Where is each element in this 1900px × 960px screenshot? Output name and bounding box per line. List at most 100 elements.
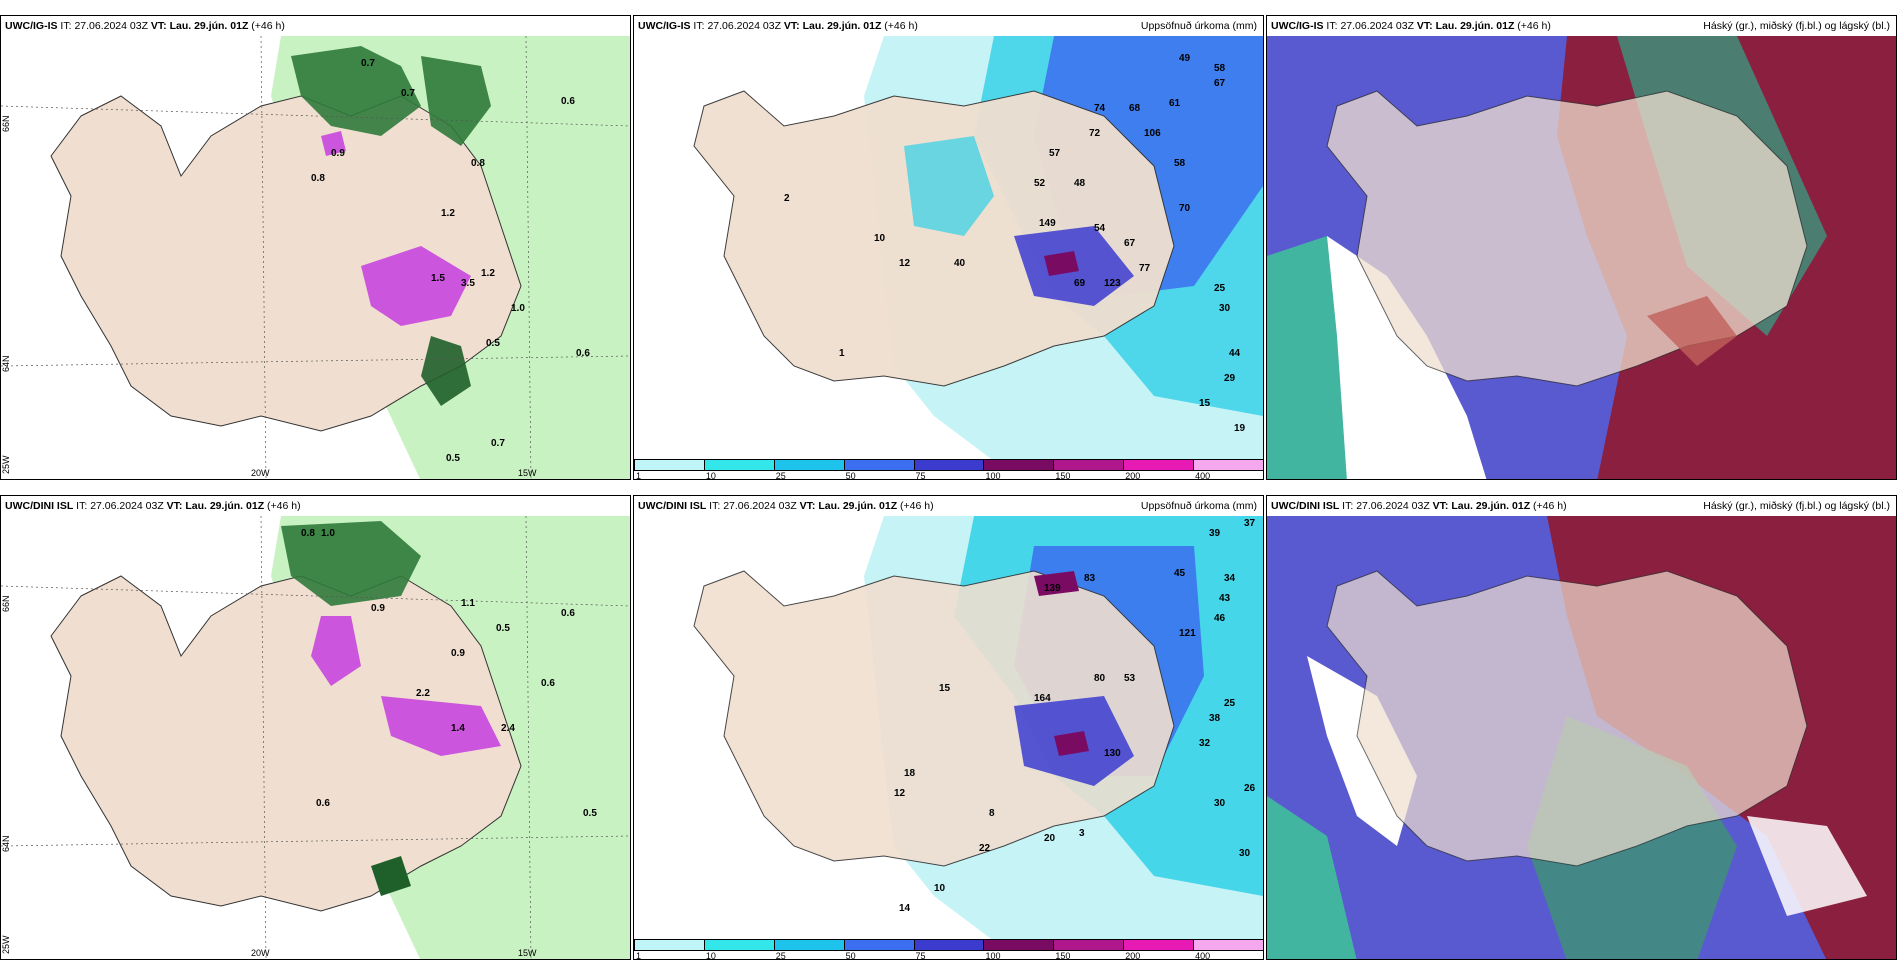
- svg-text:29: 29: [1224, 373, 1236, 384]
- svg-text:10: 10: [934, 883, 946, 894]
- svg-text:58: 58: [1174, 158, 1186, 169]
- svg-text:34: 34: [1224, 573, 1236, 584]
- svg-text:0.6: 0.6: [541, 678, 555, 689]
- value-label: 3.5: [461, 278, 475, 289]
- cloud-map: [1267, 516, 1896, 959]
- svg-text:106: 106: [1144, 128, 1161, 139]
- svg-text:2.4: 2.4: [501, 723, 515, 734]
- svg-text:22: 22: [979, 843, 991, 854]
- colorbar-segment: [983, 459, 1055, 471]
- colorbar-tick-label: 1: [636, 951, 642, 960]
- svg-text:15: 15: [1199, 398, 1211, 409]
- svg-text:57: 57: [1049, 148, 1061, 159]
- colorbar-segment: [1053, 939, 1125, 951]
- colorbar-segment: [773, 459, 845, 471]
- svg-text:0.5: 0.5: [583, 808, 597, 819]
- svg-text:40: 40: [954, 258, 966, 269]
- svg-text:52: 52: [1034, 178, 1046, 189]
- wind-map: 66N 64N 25W 20W 15W 0.7 0.6 0.8 0.8 1.2 …: [1, 36, 630, 479]
- colorbar-tick-label: 50: [845, 951, 856, 960]
- init-time: 27.06.2024 03Z: [74, 20, 148, 32]
- panel-title: Uppsöfnuð úrkoma (mm): [1140, 20, 1257, 32]
- svg-text:44: 44: [1229, 348, 1241, 359]
- svg-text:39: 39: [1209, 528, 1221, 539]
- colorbar-tick-label: 400: [1195, 471, 1211, 480]
- precip-map: 37 39 45 34 43 46 25 38 32 30 26 30 139 …: [634, 516, 1263, 941]
- colorbar-segment: [634, 939, 705, 951]
- value-label: 0.5: [446, 453, 460, 464]
- svg-text:25: 25: [1214, 283, 1226, 294]
- value-label: 0.9: [331, 148, 345, 159]
- svg-text:49: 49: [1179, 53, 1191, 64]
- row1-precip-panel: UWC/IG-IS IT: 27.06.2024 03Z VT: Lau. 29…: [633, 15, 1264, 480]
- svg-text:54: 54: [1094, 223, 1106, 234]
- value-label: 1.5: [431, 273, 445, 284]
- value-label: 0.6: [576, 348, 590, 359]
- colorbar-tick-label: 25: [775, 471, 786, 480]
- svg-text:48: 48: [1074, 178, 1086, 189]
- model-name: UWC/IG-IS: [5, 20, 58, 32]
- svg-text:26: 26: [1244, 783, 1256, 794]
- colorbar-tick-label: 100: [985, 471, 1001, 480]
- svg-text:46: 46: [1214, 613, 1226, 624]
- svg-text:1.0: 1.0: [321, 528, 335, 539]
- wind-map: 66N 64N 25W 20W 15W 0.8 1.0 0.9 1.1 0.6 …: [1, 516, 630, 959]
- svg-text:43: 43: [1219, 593, 1231, 604]
- value-label: 0.7: [401, 88, 415, 99]
- svg-text:68: 68: [1129, 103, 1141, 114]
- grid-label: 66N: [1, 115, 11, 132]
- colorbar-segment: [1123, 939, 1195, 951]
- svg-text:30: 30: [1219, 303, 1231, 314]
- svg-text:2: 2: [784, 193, 790, 204]
- colorbar-tick-label: 75: [915, 951, 926, 960]
- svg-text:14: 14: [899, 903, 911, 914]
- colorbar-tick-label: 150: [1055, 951, 1071, 960]
- svg-text:164: 164: [1034, 693, 1051, 704]
- panel-header: UWC/DINI ISL IT: 27.06.2024 03Z VT: Lau.…: [634, 496, 1263, 516]
- row2-wind-panel: UWC/DINI ISL IT: 27.06.2024 03Z VT: Lau.…: [0, 495, 631, 960]
- panel-header: UWC/DINI ISL IT: 27.06.2024 03Z VT: Lau.…: [1, 496, 630, 516]
- svg-text:123: 123: [1104, 278, 1121, 289]
- svg-text:2.2: 2.2: [416, 688, 430, 699]
- svg-text:80: 80: [1094, 673, 1106, 684]
- panel-header: UWC/DINI ISL IT: 27.06.2024 03Z VT: Lau.…: [1267, 496, 1896, 516]
- colorbar-segment: [843, 939, 915, 951]
- colorbar-tick-label: 200: [1125, 471, 1141, 480]
- colorbar-segment: [983, 939, 1055, 951]
- row1-cloud-panel: UWC/IG-IS IT: 27.06.2024 03Z VT: Lau. 29…: [1266, 15, 1897, 480]
- svg-text:19: 19: [1234, 423, 1246, 434]
- value-label: 1.0: [511, 303, 525, 314]
- panel-title: Háský (gr.), miðský (fj.bl.) og lágský (…: [1703, 500, 1890, 512]
- svg-text:0.8: 0.8: [301, 528, 315, 539]
- colorbar-segment: [1193, 939, 1263, 951]
- svg-text:67: 67: [1214, 78, 1226, 89]
- row2-cloud-panel: UWC/DINI ISL IT: 27.06.2024 03Z VT: Lau.…: [1266, 495, 1897, 960]
- colorbar-segment: [1123, 459, 1195, 471]
- row1-wind-panel: UWC/IG-IS IT: 27.06.2024 03Z VT: Lau. 29…: [0, 15, 631, 480]
- value-label: 1.2: [441, 208, 455, 219]
- colorbar-segment: [913, 939, 985, 951]
- svg-text:30: 30: [1239, 848, 1251, 859]
- svg-text:1.4: 1.4: [451, 723, 465, 734]
- svg-text:25: 25: [1224, 698, 1236, 709]
- grid-label: 66N: [1, 595, 11, 612]
- panel-title: Háský (gr.), miðský (fj.bl.) og lágský (…: [1703, 20, 1890, 32]
- colorbar-segment: [913, 459, 985, 471]
- svg-text:77: 77: [1139, 263, 1151, 274]
- svg-text:45: 45: [1174, 568, 1186, 579]
- colorbar: 1 10 25 50 75 100 150 200 400: [634, 459, 1263, 479]
- value-label: 1.2: [481, 268, 495, 279]
- panel-header: UWC/IG-IS IT: 27.06.2024 03Z VT: Lau. 29…: [634, 16, 1263, 36]
- svg-text:67: 67: [1124, 238, 1136, 249]
- svg-text:130: 130: [1104, 748, 1121, 759]
- svg-text:0.6: 0.6: [316, 798, 330, 809]
- colorbar-segment: [703, 939, 775, 951]
- value-label: 0.5: [486, 338, 500, 349]
- svg-text:69: 69: [1074, 278, 1086, 289]
- colorbar-tick-label: 100: [985, 951, 1001, 960]
- svg-text:15: 15: [939, 683, 951, 694]
- grid-label: 64N: [1, 835, 11, 852]
- colorbar-segment: [1053, 459, 1125, 471]
- lead-time: (+46 h): [251, 20, 285, 32]
- svg-text:38: 38: [1209, 713, 1221, 724]
